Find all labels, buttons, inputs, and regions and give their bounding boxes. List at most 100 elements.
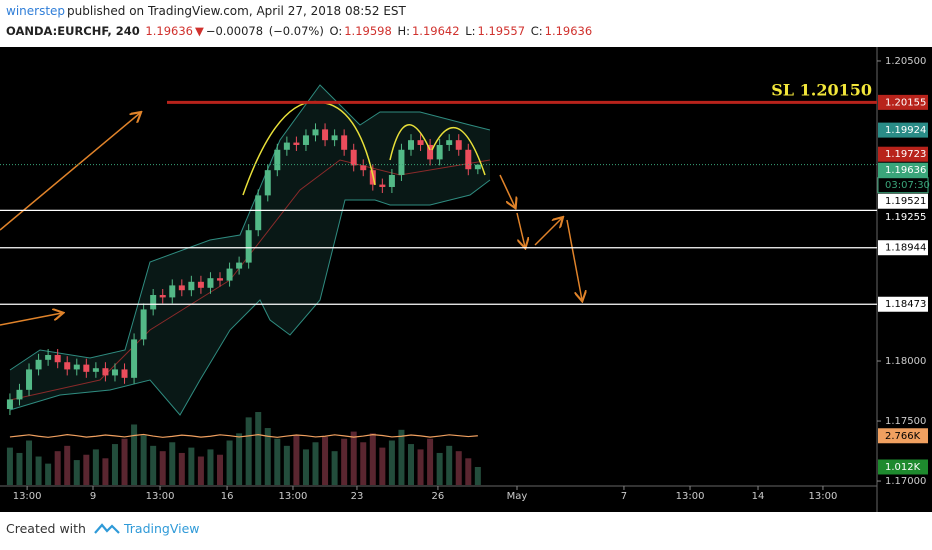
h-label: H: — [397, 24, 410, 38]
volume-bar — [274, 438, 281, 485]
candle-body — [140, 309, 147, 340]
volume-bar — [102, 458, 109, 485]
tv-logo — [94, 522, 120, 534]
volume-bar — [341, 438, 348, 485]
volume-bar — [293, 435, 300, 485]
candle-body — [6, 399, 13, 410]
candle-body — [255, 195, 262, 231]
volume-bar — [302, 449, 309, 485]
volume-bar — [140, 435, 147, 485]
countdown-box — [877, 177, 929, 194]
volume-bar — [83, 454, 90, 485]
volume-bar — [92, 449, 99, 485]
l-label: L: — [465, 24, 476, 38]
volume-bar — [169, 442, 176, 485]
volume-bar — [6, 447, 13, 485]
chart-background — [0, 47, 932, 512]
volume-bar — [197, 456, 204, 485]
down-arrow: ▼ — [194, 24, 204, 38]
volume-bar — [407, 444, 414, 485]
symbol: OANDA:EURCHF, 240 — [6, 24, 140, 38]
h-value: 1.19642 — [411, 24, 460, 38]
x-tick-label: 13:00 — [809, 491, 838, 502]
candle-body — [398, 149, 405, 175]
candle-body — [45, 355, 52, 360]
volume-bar — [388, 440, 395, 485]
volume-bar — [159, 451, 166, 485]
candle-body — [417, 140, 424, 145]
volume-label-box — [878, 459, 928, 475]
candle-body — [73, 364, 80, 370]
volume-bar — [35, 456, 42, 485]
candle-body — [150, 295, 157, 310]
x-tick-label: 7 — [621, 491, 627, 502]
volume-bar — [16, 452, 23, 485]
price-label-box — [878, 240, 928, 256]
candle-body — [465, 149, 472, 170]
candle-body — [102, 368, 109, 376]
price-label-box — [878, 146, 928, 162]
candle-body — [64, 362, 71, 370]
volume-bar — [312, 442, 319, 485]
o-value: 1.19598 — [344, 24, 392, 38]
volume-bar — [64, 445, 71, 485]
brand[interactable]: TradingView — [123, 521, 200, 536]
x-tick-label: 13:00 — [13, 491, 42, 502]
volume-bar — [331, 451, 338, 485]
y-tick-label: 1.17000 — [885, 476, 926, 487]
candle-body — [293, 142, 300, 145]
volume-bar — [427, 438, 434, 485]
author[interactable]: winerstep — [6, 4, 66, 18]
candle-body — [312, 129, 319, 136]
osc-label: 2.766K — [885, 431, 921, 442]
x-tick-label: 13:00 — [279, 491, 308, 502]
volume-bar — [26, 440, 33, 485]
price-label-box — [878, 122, 928, 138]
candle-body — [322, 129, 329, 141]
volume-bar — [417, 449, 424, 485]
y-tick-label: 1.20500 — [885, 56, 926, 67]
candle-body — [455, 140, 462, 150]
candle-body — [245, 230, 252, 263]
candle-body — [302, 135, 309, 145]
change: −0.00078 — [205, 24, 264, 38]
volume-bar — [217, 454, 224, 485]
volume-bar — [131, 424, 138, 485]
volume-bar — [207, 449, 214, 485]
volume-bar — [178, 452, 185, 485]
price-label-box — [878, 162, 928, 178]
volume-bar — [226, 440, 233, 485]
candle-body — [350, 149, 357, 166]
candle-body — [16, 389, 23, 400]
candle-body — [226, 268, 233, 281]
candle-body — [407, 140, 414, 150]
candle-body — [26, 369, 33, 390]
candle-body — [197, 281, 204, 288]
price-label: 1.18944 — [885, 243, 926, 254]
volume-bar — [73, 460, 80, 485]
candle-body — [207, 278, 214, 288]
candle-body — [111, 369, 118, 376]
volume-bar — [474, 466, 481, 485]
volume-bar — [150, 445, 157, 485]
sl-annotation: SL 1.20150 — [771, 81, 872, 100]
price-label: 1.19636 — [885, 165, 926, 176]
c-label: C: — [530, 24, 543, 38]
price-label: 1.19924 — [885, 125, 926, 136]
candle-body — [35, 359, 42, 370]
c-value: 1.19636 — [544, 24, 593, 38]
volume-bar — [283, 445, 290, 485]
candle-body — [360, 165, 367, 171]
x-tick-label: 13:00 — [146, 491, 175, 502]
o-label: O: — [329, 24, 343, 38]
candle-body — [388, 174, 395, 187]
x-tick-label: 23 — [351, 491, 364, 502]
candle-body — [341, 135, 348, 150]
l-value: 1.19557 — [477, 24, 526, 38]
volume-bar — [322, 436, 329, 485]
candle-body — [427, 144, 434, 160]
volume-label: 1.012K — [885, 462, 921, 473]
volume-bar — [255, 412, 262, 485]
oscillator-line — [9, 433, 478, 438]
volume-bar — [264, 428, 271, 485]
